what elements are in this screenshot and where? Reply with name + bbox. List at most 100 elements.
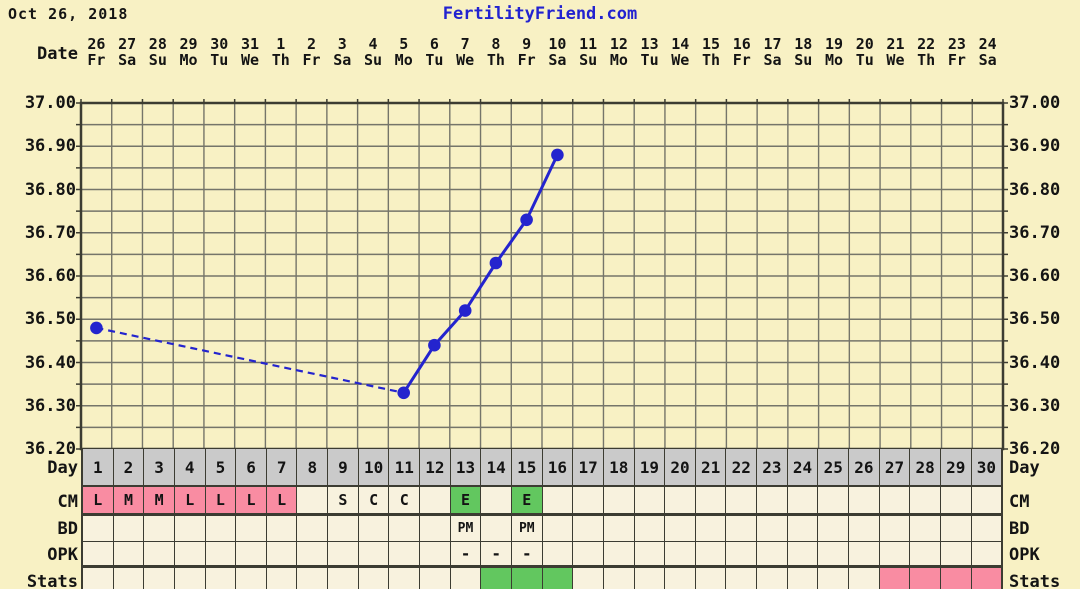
bd-cell-day-24[interactable] xyxy=(787,516,819,541)
opk-cell-day-28[interactable] xyxy=(910,542,941,565)
bd-cell-day-16[interactable] xyxy=(542,516,574,541)
opk-cell-day-10[interactable] xyxy=(358,542,390,565)
stats-cell-day-8[interactable] xyxy=(297,568,329,589)
temp-point-day-11[interactable] xyxy=(397,386,411,400)
opk-cell-day-5[interactable] xyxy=(205,542,237,565)
stats-cell-day-17[interactable] xyxy=(573,568,604,589)
bd-cell-day-13[interactable]: PM xyxy=(450,516,482,541)
stats-cell-day-23[interactable] xyxy=(757,568,788,589)
day-cell-day-5[interactable]: 5 xyxy=(205,449,237,485)
cm-cell-day-10[interactable]: C xyxy=(358,487,390,513)
cm-cell-day-7[interactable]: L xyxy=(266,487,298,513)
cm-cell-day-12[interactable] xyxy=(420,487,451,513)
stats-cell-day-3[interactable] xyxy=(144,568,175,589)
stats-cell-day-15[interactable] xyxy=(511,568,543,589)
bd-cell-day-28[interactable] xyxy=(910,516,941,541)
stats-cell-day-5[interactable] xyxy=(205,568,237,589)
opk-cell-day-24[interactable] xyxy=(787,542,819,565)
temp-point-day-15[interactable] xyxy=(520,213,533,227)
stats-cell-day-14[interactable] xyxy=(481,568,512,589)
bd-cell-day-17[interactable] xyxy=(573,516,604,541)
opk-cell-day-12[interactable] xyxy=(420,542,451,565)
stats-cell-day-29[interactable] xyxy=(940,568,972,589)
bd-cell-day-7[interactable] xyxy=(266,516,298,541)
opk-cell-day-13[interactable]: - xyxy=(450,542,482,565)
day-cell-day-28[interactable]: 28 xyxy=(910,449,941,485)
stats-cell-day-19[interactable] xyxy=(634,568,666,589)
day-cell-day-15[interactable]: 15 xyxy=(511,449,543,485)
day-cell-day-22[interactable]: 22 xyxy=(726,449,758,485)
cm-cell-day-1[interactable]: L xyxy=(83,487,114,513)
stats-cell-day-21[interactable] xyxy=(695,568,727,589)
bd-cell-day-10[interactable] xyxy=(358,516,390,541)
cm-cell-day-16[interactable] xyxy=(542,487,574,513)
day-cell-day-7[interactable]: 7 xyxy=(266,449,298,485)
day-cell-day-6[interactable]: 6 xyxy=(236,449,267,485)
cm-cell-day-4[interactable]: L xyxy=(174,487,206,513)
day-cell-day-25[interactable]: 25 xyxy=(818,449,850,485)
bd-cell-day-5[interactable] xyxy=(205,516,237,541)
opk-cell-day-4[interactable] xyxy=(174,542,206,565)
opk-cell-day-8[interactable] xyxy=(297,542,329,565)
stats-cell-day-9[interactable] xyxy=(328,568,359,589)
cm-cell-day-18[interactable] xyxy=(603,487,635,513)
stats-cell-day-1[interactable] xyxy=(83,568,114,589)
day-cell-day-9[interactable]: 9 xyxy=(328,449,359,485)
temp-point-day-12[interactable] xyxy=(428,338,441,352)
cm-cell-day-3[interactable]: M xyxy=(144,487,175,513)
stats-cell-day-30[interactable] xyxy=(971,568,1002,589)
bd-cell-day-8[interactable] xyxy=(297,516,329,541)
day-cell-day-29[interactable]: 29 xyxy=(940,449,972,485)
opk-cell-day-16[interactable] xyxy=(542,542,574,565)
opk-cell-day-6[interactable] xyxy=(236,542,267,565)
opk-cell-day-11[interactable] xyxy=(389,542,421,565)
cm-cell-day-13[interactable]: E xyxy=(450,487,482,513)
opk-cell-day-17[interactable] xyxy=(573,542,604,565)
bbt-line-chart[interactable] xyxy=(76,98,1008,454)
day-cell-day-17[interactable]: 17 xyxy=(573,449,604,485)
opk-cell-day-26[interactable] xyxy=(849,542,880,565)
opk-cell-day-25[interactable] xyxy=(818,542,850,565)
day-cell-day-14[interactable]: 14 xyxy=(481,449,512,485)
day-cell-day-27[interactable]: 27 xyxy=(879,449,911,485)
opk-cell-day-29[interactable] xyxy=(940,542,972,565)
day-cell-day-24[interactable]: 24 xyxy=(787,449,819,485)
temp-point-day-16[interactable] xyxy=(551,148,564,162)
stats-cell-day-4[interactable] xyxy=(174,568,206,589)
day-cell-day-3[interactable]: 3 xyxy=(144,449,175,485)
cm-cell-day-28[interactable] xyxy=(910,487,941,513)
day-cell-day-8[interactable]: 8 xyxy=(297,449,329,485)
bd-cell-day-3[interactable] xyxy=(144,516,175,541)
day-cell-day-2[interactable]: 2 xyxy=(113,449,145,485)
cm-cell-day-25[interactable] xyxy=(818,487,850,513)
cm-cell-day-11[interactable]: C xyxy=(389,487,421,513)
day-cell-day-26[interactable]: 26 xyxy=(849,449,880,485)
opk-cell-day-9[interactable] xyxy=(328,542,359,565)
day-cell-day-10[interactable]: 10 xyxy=(358,449,390,485)
opk-cell-day-21[interactable] xyxy=(695,542,727,565)
bd-cell-day-6[interactable] xyxy=(236,516,267,541)
fertilityfriend-site-link[interactable]: FertilityFriend.com xyxy=(442,4,638,24)
bd-cell-day-18[interactable] xyxy=(603,516,635,541)
opk-cell-day-15[interactable]: - xyxy=(511,542,543,565)
bd-cell-day-20[interactable] xyxy=(665,516,696,541)
cm-cell-day-23[interactable] xyxy=(757,487,788,513)
stats-cell-day-26[interactable] xyxy=(849,568,880,589)
cm-cell-day-27[interactable] xyxy=(879,487,911,513)
bd-cell-day-14[interactable] xyxy=(481,516,512,541)
bd-cell-day-4[interactable] xyxy=(174,516,206,541)
day-cell-day-18[interactable]: 18 xyxy=(603,449,635,485)
cm-cell-day-8[interactable] xyxy=(297,487,329,513)
temp-point-day-1[interactable] xyxy=(90,321,103,335)
cm-cell-day-30[interactable] xyxy=(971,487,1002,513)
cm-cell-day-19[interactable] xyxy=(634,487,666,513)
opk-cell-day-30[interactable] xyxy=(971,542,1002,565)
opk-cell-day-27[interactable] xyxy=(879,542,911,565)
bd-cell-day-27[interactable] xyxy=(879,516,911,541)
stats-cell-day-7[interactable] xyxy=(266,568,298,589)
cm-cell-day-22[interactable] xyxy=(726,487,758,513)
stats-cell-day-20[interactable] xyxy=(665,568,696,589)
bd-cell-day-22[interactable] xyxy=(726,516,758,541)
stats-cell-day-13[interactable] xyxy=(450,568,482,589)
day-cell-day-21[interactable]: 21 xyxy=(695,449,727,485)
